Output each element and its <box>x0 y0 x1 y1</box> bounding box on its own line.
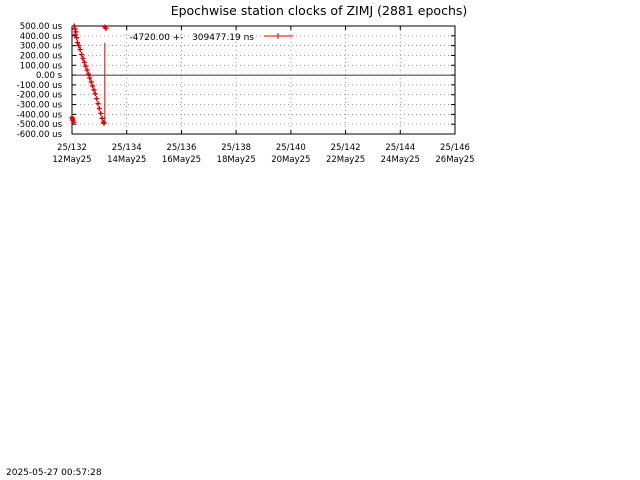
x-tick-label-doy: 25/136 <box>166 143 196 153</box>
legend: -4720.00 +- 309477.19 ns <box>130 33 293 43</box>
x-tick-label-doy: 25/142 <box>331 143 361 153</box>
y-tick-label: 300.00 us <box>20 42 63 52</box>
y-tick-label: -400.00 us <box>17 110 63 120</box>
y-tick-label: -100.00 us <box>17 81 63 91</box>
chart-title: Epochwise station clocks of ZIMJ (2881 e… <box>171 3 468 18</box>
x-tick-label-doy: 25/144 <box>385 143 415 153</box>
y-tick-label: 500.00 us <box>20 22 63 32</box>
legend-plusminus: +- <box>173 33 184 43</box>
x-tick-label-date: 18May25 <box>217 155 256 165</box>
legend-mean: -4720.00 <box>130 33 171 43</box>
grid <box>72 26 455 134</box>
x-tick-label-date: 26May25 <box>435 155 474 165</box>
data-series <box>69 23 109 126</box>
x-tick-label-doy: 25/140 <box>276 143 306 153</box>
x-tick-label-doy: 25/132 <box>57 143 87 153</box>
y-tick-label: 400.00 us <box>20 32 63 42</box>
legend-sigma: 309477.19 ns <box>192 33 254 43</box>
render-timestamp: 2025-05-27 00:57:28 <box>6 468 102 478</box>
x-tick-label-date: 12May25 <box>52 155 91 165</box>
y-tick-label: -500.00 us <box>17 120 63 130</box>
x-tick-label-date: 14May25 <box>107 155 146 165</box>
x-tick-label-date: 22May25 <box>326 155 365 165</box>
x-tick-label-doy: 25/138 <box>221 143 251 153</box>
y-tick-label: 200.00 us <box>20 51 63 61</box>
x-tick-label-doy: 25/146 <box>440 143 470 153</box>
y-tick-label: -600.00 us <box>17 130 63 140</box>
x-tick-label-date: 20May25 <box>271 155 310 165</box>
plot-frame <box>71 25 456 135</box>
y-tick-label: -300.00 us <box>17 101 63 111</box>
x-tick-label-doy: 25/134 <box>112 143 142 153</box>
x-tick-label-date: 24May25 <box>381 155 420 165</box>
x-tick-label-date: 16May25 <box>162 155 201 165</box>
y-tick-label: 100.00 us <box>20 61 63 71</box>
y-tick-label: -200.00 us <box>17 91 63 101</box>
y-tick-label: 0.00 s <box>36 71 63 81</box>
